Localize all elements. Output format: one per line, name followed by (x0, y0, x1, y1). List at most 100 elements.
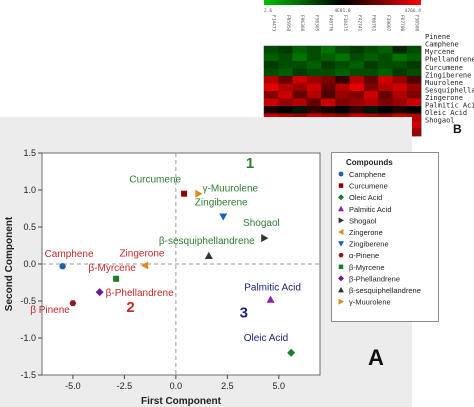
legend-entry-curcumene: Curcumene (349, 182, 388, 191)
heatmap-cell (321, 46, 336, 54)
heatmap-cell (321, 61, 336, 69)
point-label-zingiberene: Zingiberene (195, 198, 248, 209)
heatmap-cell (335, 68, 350, 77)
legend-entry-shogaol: Shogaol (349, 216, 377, 225)
heatmap-cell (378, 61, 393, 69)
heatmap-cell (335, 46, 350, 54)
heatmap-cell (363, 91, 379, 99)
heatmap-cell (278, 91, 293, 99)
heatmap-cell (292, 76, 308, 84)
heatmap-row-label-shogaol: Shogaol (425, 117, 455, 125)
legend-entry-phellandrene: β-Phellandrene (349, 274, 400, 283)
heatmap-column-label: F39007 (385, 15, 391, 32)
point-label-pinene: β Pinene (30, 305, 70, 316)
heatmap-cell (406, 53, 422, 62)
heatmap-row-label-zingerone: Zingerone (425, 94, 463, 102)
point-phellandrene (95, 288, 104, 297)
legend-entries: Compounds Camphene Curcumene Oleic Acid Palm… (338, 158, 421, 307)
x-tick-label: -2.5 (117, 381, 133, 391)
heatmap-cell (392, 53, 408, 62)
heatmap-cell (392, 91, 408, 99)
legend-marker-camphene (338, 171, 344, 177)
heatmap-cell (335, 91, 350, 99)
legend-entry-palmitic-acid: Palmitic Acid (349, 205, 392, 214)
legend: Compounds Camphene Curcumene Oleic Acid Palm… (331, 152, 439, 322)
heatmap-cell (292, 98, 308, 107)
heatmap-cell (406, 113, 422, 122)
heatmap-cell (406, 106, 422, 114)
legend-marker-palmitic-acid (338, 205, 344, 212)
heatmap-cell (335, 83, 350, 92)
group-label-3: 3 (240, 304, 248, 321)
point-zingerone (140, 261, 149, 270)
heatmap-cell (335, 98, 350, 107)
y-tick-label: -1.0 (20, 333, 36, 343)
heatmap-cell (363, 53, 379, 62)
heatmap-cell (406, 76, 422, 84)
point-myrcene (113, 275, 120, 282)
y-tick-label: 0.0 (23, 259, 36, 269)
heatmap-row-label-oleic-acid: Oleic Acid (425, 109, 467, 117)
legend-entry-myrcene: β-Myrcene (349, 263, 385, 272)
heatmap-cell (264, 53, 279, 62)
point-muurolene (195, 189, 203, 198)
heatmap-cell (406, 98, 422, 107)
point-label-sesquiphellandrene: β-sesquiphellandrene (159, 236, 255, 247)
heatmap-cell (363, 76, 379, 84)
heatmap-cell (392, 46, 408, 54)
heatmap-cell (264, 61, 279, 69)
heatmap-row-label-myrcene: Myrcene (425, 48, 455, 56)
group-label-2: 2 (126, 299, 134, 316)
heatmap-cell (264, 98, 279, 107)
legend-entry-zingerone: Zingerone (349, 228, 383, 237)
legend-marker-phellandrene (338, 275, 344, 282)
heatmap-cell (292, 83, 308, 92)
heatmap-cell (292, 53, 308, 62)
heatmap-cell (292, 106, 308, 114)
heatmap-cell (406, 83, 422, 92)
score-plot: -5.0 -2.5 0.0 2.5 5.0 -1.5 -1.0 -0.5 0.0 0.5 1.0 1.… (4, 148, 321, 407)
point-label-zingerone: Zingerone (119, 248, 164, 259)
legend-marker-sesquiphellandrene (338, 287, 344, 293)
heatmap-cell (406, 121, 422, 129)
color-scale-label: 2.6 (264, 8, 272, 14)
heatmap-cell (378, 53, 393, 62)
heatmap-cell (349, 98, 365, 107)
heatmap-row-label-curcumene: Curcumene (425, 64, 463, 72)
heatmap-cell (321, 98, 336, 107)
point-label-shogaol: Shogaol (243, 218, 280, 229)
heatmap-cell (406, 46, 422, 54)
heatmap-cell (363, 68, 379, 77)
legend-marker-oleic-acid (338, 194, 344, 201)
heatmap-cell (335, 106, 350, 114)
heatmap-column-label: F66761 (371, 15, 377, 32)
legend-marker-zingiberene (338, 241, 344, 247)
heatmap-column-label: F42741 (356, 15, 362, 32)
heatmap-cell (392, 61, 408, 69)
point-label-camphene: Camphene (45, 249, 94, 260)
heatmap-cell (363, 46, 379, 54)
x-axis-label: First Component (141, 396, 222, 407)
heatmap-cell (321, 76, 336, 84)
color-scale-bar (264, 0, 421, 5)
heatmap-cell (392, 83, 408, 92)
point-label-phellandrene: β-Phellandrene (106, 288, 174, 299)
heatmap-row-label-phellandrene: Phellandrene (425, 56, 474, 64)
heatmap-cell (306, 98, 322, 107)
y-tick-label: -0.5 (20, 296, 36, 306)
heatmap-cell (264, 91, 279, 99)
point-shogaol (261, 234, 269, 243)
heatmap-cell (392, 106, 408, 114)
legend-marker-zingerone (338, 229, 344, 235)
heatmap-cell (306, 53, 322, 62)
x-tick-label: 5.0 (273, 381, 286, 391)
color-scale-label: 4E01.0 (334, 8, 351, 14)
heatmap-cell (378, 68, 393, 77)
heatmap-cell (392, 98, 408, 107)
heatmap-cell (306, 46, 322, 54)
legend-marker-muurolene (338, 298, 344, 305)
heatmap-cell (321, 91, 336, 99)
heatmap-cell (278, 106, 293, 114)
heatmap-cell (349, 76, 365, 84)
heatmap-cell (292, 61, 308, 69)
